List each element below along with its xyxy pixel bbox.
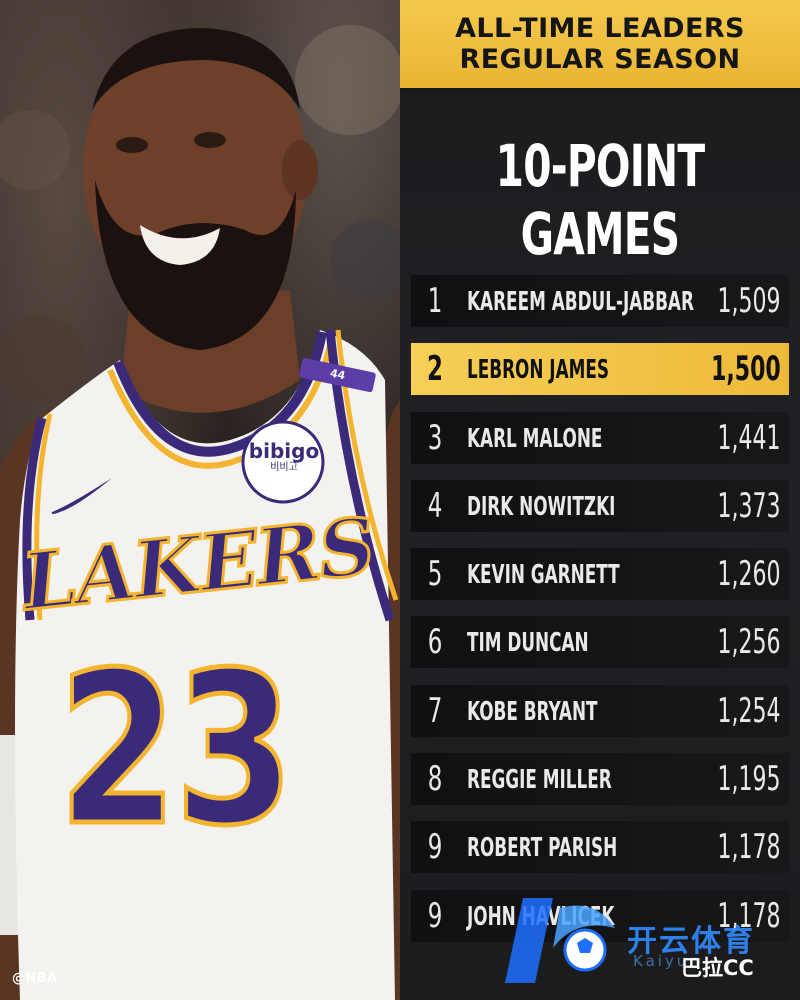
leader-name: KAREEM ABDUL-JABBAR: [467, 287, 694, 317]
leader-rank: 4: [427, 485, 443, 526]
leader-rank: 5: [427, 554, 443, 595]
leader-name: DIRK NOWITZKI: [467, 491, 616, 522]
leader-row: 5 KEVIN GARNETT 1,260: [411, 548, 789, 601]
leader-row: 4 DIRK NOWITZKI 1,373: [411, 479, 789, 532]
leaders-panel: ALL-TIME LEADERS REGULAR SEASON 10-POINT…: [400, 0, 800, 1000]
leader-name: KARL MALONE: [467, 423, 603, 454]
header-line-2: REGULAR SEASON: [459, 44, 741, 75]
leader-value: 1,178: [717, 827, 781, 868]
panel-header: ALL-TIME LEADERS REGULAR SEASON: [400, 0, 800, 92]
leader-value: 1,500: [711, 349, 781, 390]
leader-value: 1,195: [717, 759, 781, 800]
sponsor-logo-text: bibigo: [248, 439, 320, 463]
leader-value: 1,509: [717, 281, 781, 321]
leader-rank: 1: [427, 281, 443, 321]
leader-row: 2 LEBRON JAMES 1,500: [411, 343, 789, 396]
leader-row: 8 REGGIE MILLER 1,195: [411, 753, 789, 806]
jersey-number: 23: [56, 627, 296, 872]
leader-value: 1,441: [717, 417, 781, 458]
stat-title: 10-POINT GAMES: [495, 132, 705, 268]
sponsor-subtext: 비비고: [270, 462, 298, 473]
leader-name: TIM DUNCAN: [467, 628, 589, 659]
leader-value: 1,373: [717, 485, 781, 526]
player-illustration: [0, 25, 400, 1000]
leader-name: REGGIE MILLER: [467, 765, 612, 796]
leader-rank: 8: [427, 759, 443, 800]
leader-name: ROBERT PARISH: [467, 833, 618, 864]
leader-row: 1 KAREEM ABDUL-JABBAR 1,509: [411, 275, 789, 327]
leader-row: 6 TIM DUNCAN 1,256: [411, 616, 789, 669]
leader-list: 1 KAREEM ABDUL-JABBAR 1,509 2 LEBRON JAMES 1,…: [411, 275, 789, 958]
leader-row: 9 JOHN HAVLICEK 1,178: [411, 889, 789, 942]
leader-value: 1,254: [717, 690, 781, 731]
leader-rank: 2: [427, 349, 443, 390]
leader-rank: 3: [427, 417, 443, 458]
leader-row: 7 KOBE BRYANT 1,254: [411, 684, 789, 737]
leader-value: 1,256: [717, 622, 781, 663]
leader-name: KEVIN GARNETT: [467, 560, 620, 591]
leader-value: 1,260: [717, 554, 781, 595]
player-photo: 44 bibigo 비비고 LAKERS 23 @NBA: [0, 0, 400, 1000]
header-line-1: ALL-TIME LEADERS: [455, 13, 745, 44]
leader-name: KOBE BRYANT: [467, 696, 598, 727]
jersey-sponsor: bibigo 비비고: [245, 440, 323, 474]
leader-rank: 6: [427, 622, 443, 663]
leader-rank: 9: [427, 895, 443, 936]
leader-row: 3 KARL MALONE 1,441: [411, 411, 789, 464]
leader-rank: 9: [427, 827, 443, 868]
leader-name: JOHN HAVLICEK: [467, 901, 615, 932]
nba-credit: @NBA: [12, 971, 58, 986]
leader-rank: 7: [427, 690, 443, 731]
leader-row: 9 ROBERT PARISH 1,178: [411, 821, 789, 874]
leader-name: LEBRON JAMES: [467, 355, 610, 386]
leader-value: 1,178: [717, 895, 781, 936]
